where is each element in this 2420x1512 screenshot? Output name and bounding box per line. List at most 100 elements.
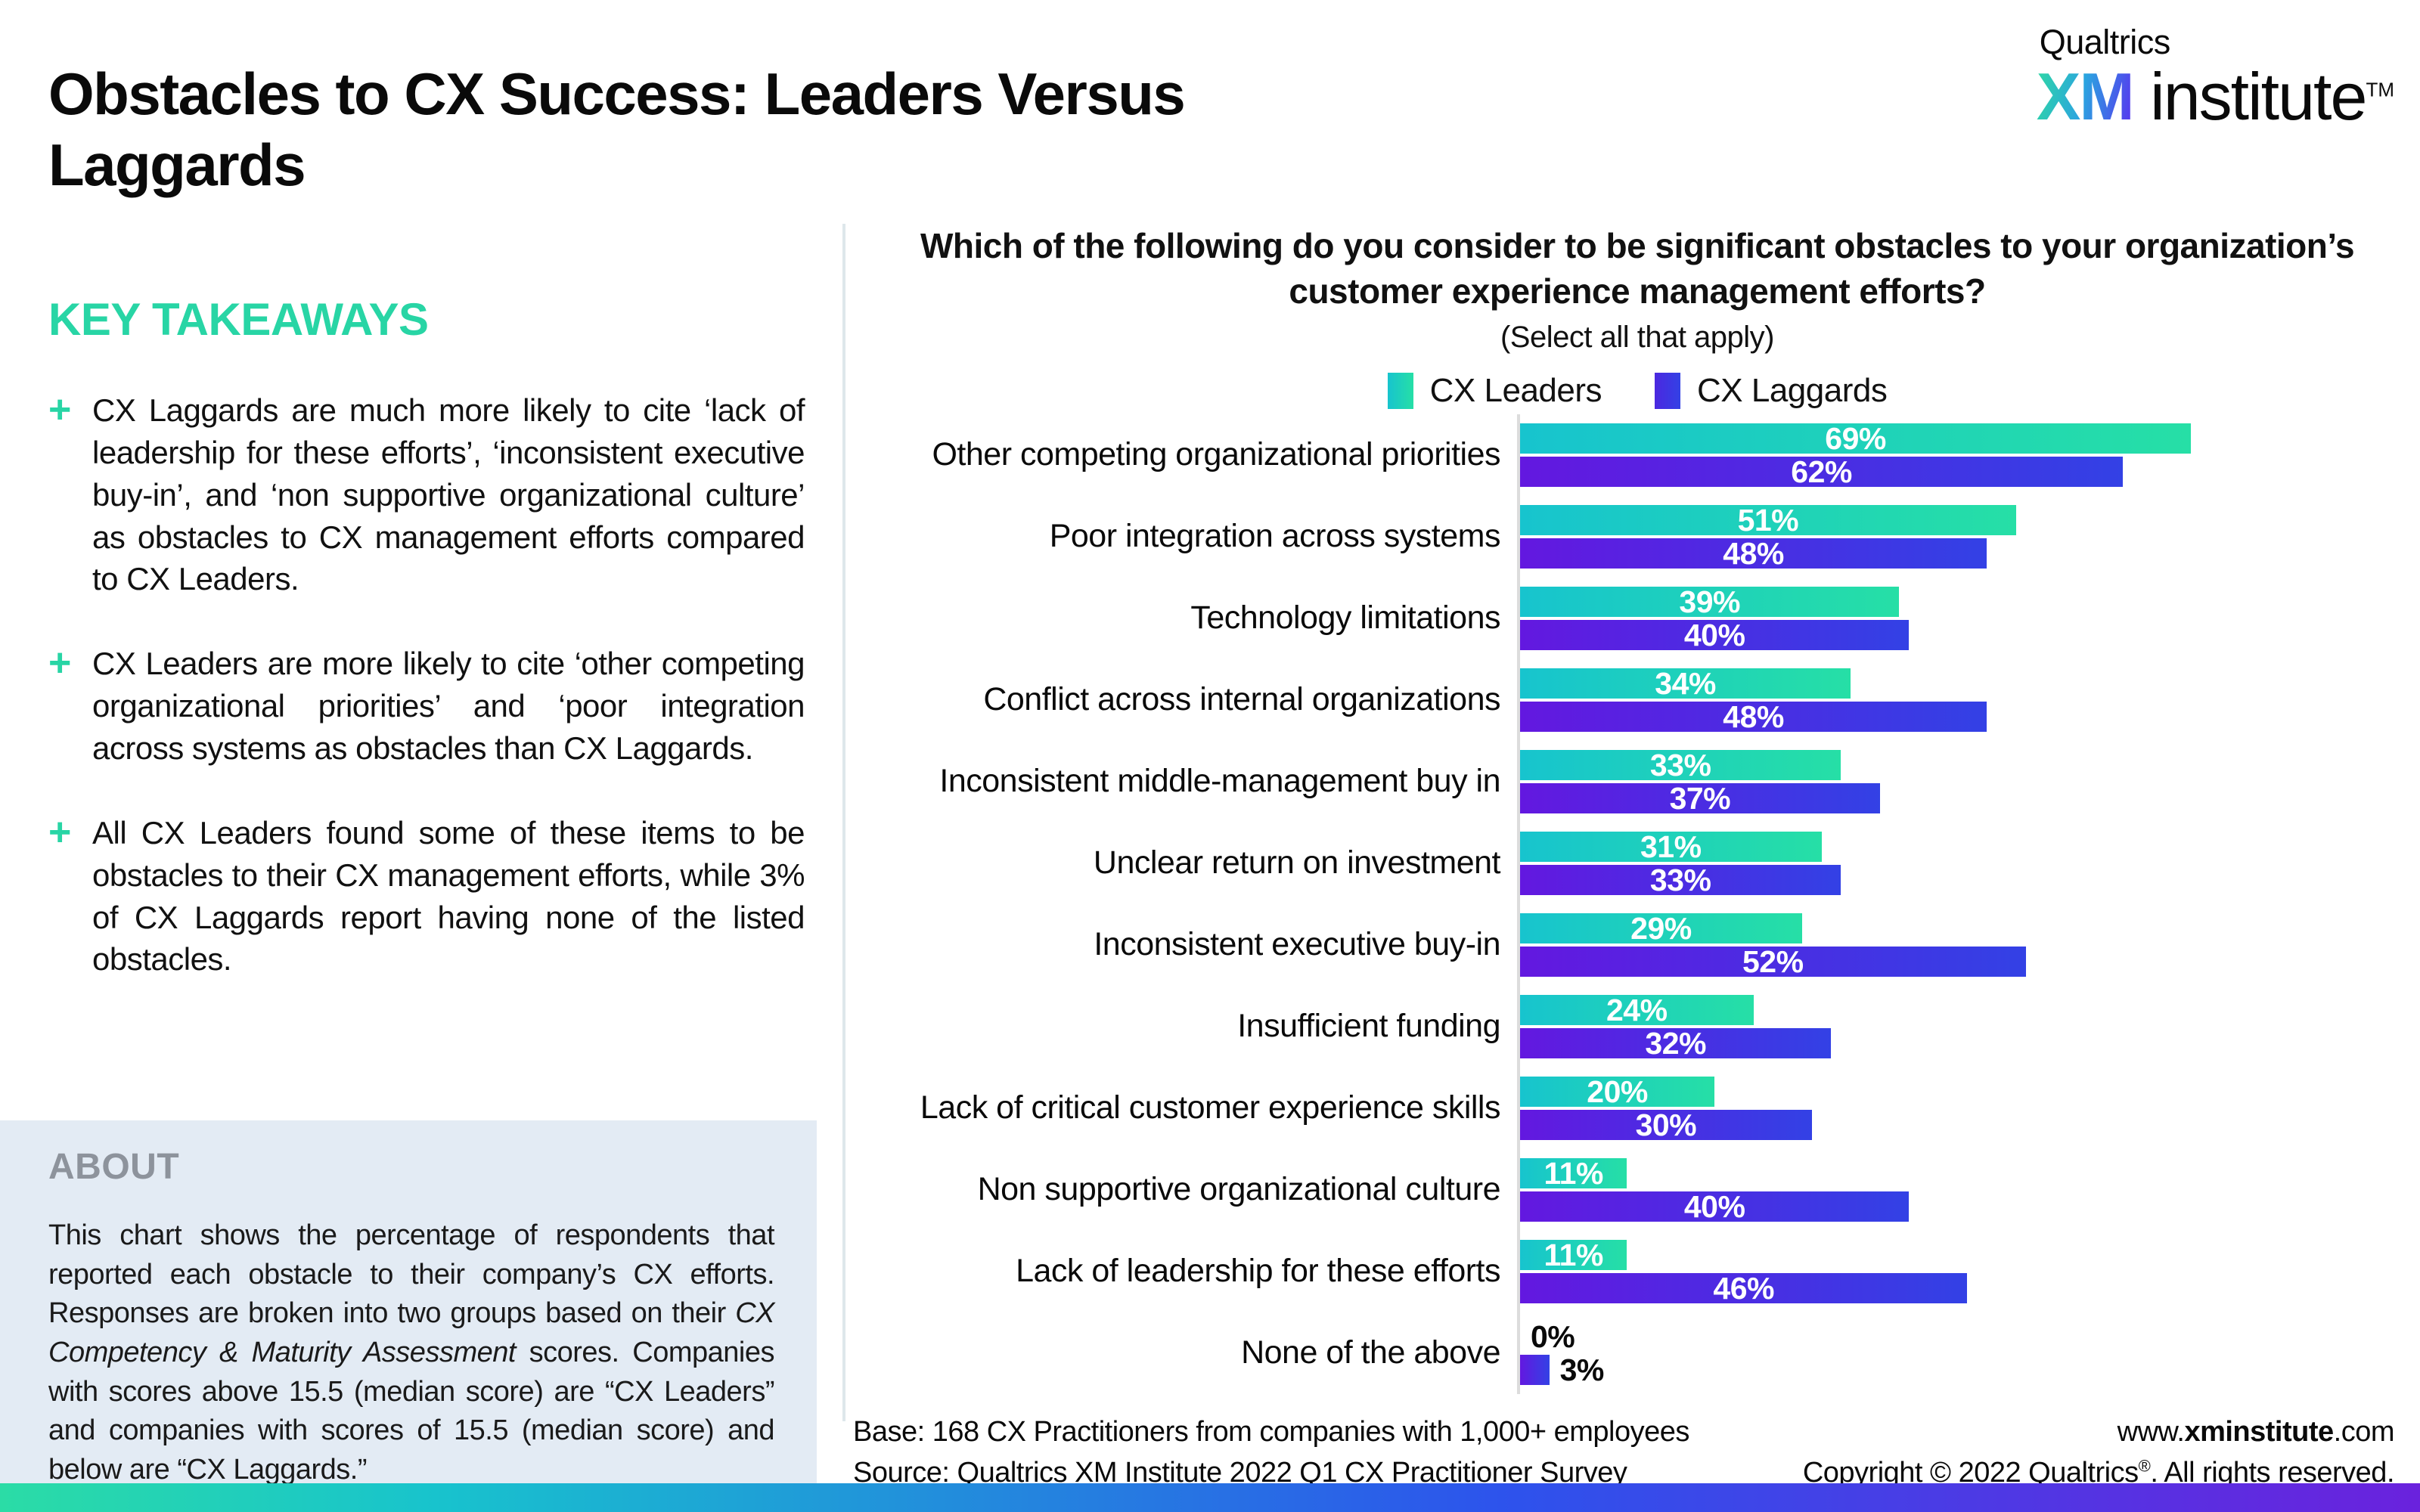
bar-line-laggards: 40% bbox=[1520, 1188, 2405, 1224]
chart-row: Technology limitations 39% 40% bbox=[870, 578, 2405, 659]
category-label: Lack of critical customer experience ski… bbox=[920, 1089, 1501, 1126]
bar-line-laggards: 48% bbox=[1520, 699, 2405, 734]
category-label: None of the above bbox=[1241, 1334, 1500, 1371]
bar-line-leaders: 11% bbox=[1520, 1238, 2405, 1272]
bar-line-leaders: 0% bbox=[1520, 1318, 2405, 1354]
bar-line-leaders: 33% bbox=[1520, 747, 2405, 782]
bottom-gradient-bar bbox=[0, 1483, 2420, 1512]
value-label: 33% bbox=[1649, 747, 1711, 782]
legend-label: CX Laggards bbox=[1697, 372, 1888, 409]
chart-row: Lack of critical customer experience ski… bbox=[870, 1067, 2405, 1149]
chart-row: Inconsistent middle-management buy in 33%… bbox=[870, 741, 2405, 823]
about-text-before: This chart shows the percentage of respo… bbox=[48, 1219, 775, 1330]
value-label: 34% bbox=[1655, 665, 1716, 701]
chart-subtitle: (Select all that apply) bbox=[1500, 321, 1775, 354]
bar-pair: 51% 48% bbox=[1517, 496, 2405, 578]
bar-leaders: 31% bbox=[1520, 829, 1822, 864]
bar-line-laggards: 46% bbox=[1520, 1270, 2405, 1306]
category-label: Unclear return on investment bbox=[1093, 844, 1501, 881]
bar-line-leaders: 69% bbox=[1520, 420, 2405, 456]
chart-row: Other competing organizational prioritie… bbox=[870, 414, 2405, 496]
bar-pair: 39% 40% bbox=[1517, 578, 2405, 659]
bar-line-leaders: 34% bbox=[1520, 665, 2405, 701]
bar-laggards: 33% bbox=[1520, 862, 1841, 897]
value-label: 46% bbox=[1713, 1270, 1774, 1306]
plus-bullet-icon: + bbox=[48, 810, 72, 854]
bar-laggards: 48% bbox=[1520, 535, 1987, 571]
chart-row: Lack of leadership for these efforts 11% 4… bbox=[870, 1231, 2405, 1312]
bar-leaders: 51% bbox=[1520, 503, 2016, 538]
logo-xm-gradient-text: XM bbox=[2036, 59, 2135, 134]
value-label: 52% bbox=[1742, 943, 1804, 979]
chart-row: Insufficient funding 24% 32% bbox=[870, 986, 2405, 1067]
bar-pair: 29% 52% bbox=[1517, 904, 2405, 986]
category-label: Inconsistent executive buy-in bbox=[1094, 926, 1500, 963]
value-label: 32% bbox=[1645, 1025, 1706, 1061]
key-takeaways-heading: KEY TAKEAWAYS bbox=[48, 294, 429, 345]
value-label: 48% bbox=[1723, 535, 1784, 571]
bar-laggards: 40% bbox=[1520, 617, 1910, 652]
bar-pair: 34% 48% bbox=[1517, 659, 2405, 741]
value-label: 29% bbox=[1630, 910, 1692, 946]
category-label: Technology limitations bbox=[1190, 600, 1500, 637]
value-label: 69% bbox=[1825, 420, 1886, 456]
value-label: 24% bbox=[1606, 992, 1668, 1027]
bar-line-leaders: 20% bbox=[1520, 1074, 2405, 1109]
takeaway-item: + All CX Leaders found some of these ite… bbox=[48, 812, 805, 981]
bar-line-leaders: 24% bbox=[1520, 992, 2405, 1027]
value-label: 33% bbox=[1649, 862, 1711, 897]
legend-item-cx-laggards: CX Laggards bbox=[1655, 372, 1888, 410]
bar-line-laggards: 3% bbox=[1520, 1352, 2405, 1387]
bar-leaders: 11% bbox=[1520, 1238, 1627, 1272]
bar-leaders: 69% bbox=[1520, 420, 2192, 456]
chart-row: None of the above 0% 3% bbox=[870, 1312, 2405, 1394]
takeaway-text: All CX Leaders found some of these items… bbox=[92, 814, 805, 978]
category-label: Other competing organizational prioritie… bbox=[932, 436, 1500, 473]
bar-laggards bbox=[1520, 1355, 1550, 1385]
qualtrics-xm-institute-logo: Qualtrics XM instituteTM bbox=[2037, 23, 2394, 132]
bar-line-laggards: 33% bbox=[1520, 862, 2405, 897]
bar-line-leaders: 31% bbox=[1520, 829, 2405, 864]
bar-laggards: 52% bbox=[1520, 943, 2026, 979]
value-label: 62% bbox=[1791, 454, 1852, 489]
bar-pair: 11% 40% bbox=[1517, 1149, 2405, 1231]
bar-line-laggards: 32% bbox=[1520, 1025, 2405, 1061]
bar-line-leaders: 29% bbox=[1520, 911, 2405, 946]
page-title: Obstacles to CX Success: Leaders Versus … bbox=[48, 60, 1186, 198]
bar-pair: 20% 30% bbox=[1517, 1067, 2405, 1149]
bar-line-laggards: 52% bbox=[1520, 943, 2405, 979]
bar-line-leaders: 39% bbox=[1520, 584, 2405, 619]
cx-leaders-swatch-icon bbox=[1387, 373, 1413, 409]
value-label: 0% bbox=[1531, 1318, 1575, 1354]
logo-company-name: Qualtrics bbox=[2039, 23, 2171, 61]
value-label: 40% bbox=[1683, 617, 1745, 652]
key-takeaways-section: KEY TAKEAWAYS + CX Laggards are much mor… bbox=[48, 293, 805, 1023]
bar-leaders: 20% bbox=[1520, 1074, 1715, 1109]
bar-line-laggards: 62% bbox=[1520, 454, 2405, 489]
footer-base-line: Base: 168 CX Practitioners from companie… bbox=[853, 1416, 1689, 1448]
value-label: 40% bbox=[1683, 1188, 1745, 1224]
bar-leaders: 33% bbox=[1520, 747, 1841, 782]
bar-leaders: 29% bbox=[1520, 911, 1802, 946]
value-label: 31% bbox=[1640, 829, 1702, 864]
takeaway-item: + CX Laggards are much more likely to ci… bbox=[48, 389, 805, 600]
value-label: 48% bbox=[1723, 699, 1784, 734]
bar-line-laggards: 48% bbox=[1520, 535, 2405, 571]
footer-website: www.xminstitute.com bbox=[2117, 1416, 2395, 1448]
logo-institute-text: institute bbox=[2150, 59, 2367, 134]
bar-pair: 24% 32% bbox=[1517, 986, 2405, 1067]
value-label: 3% bbox=[1559, 1352, 1605, 1387]
chart-question-title: Which of the following do you consider t… bbox=[920, 226, 2355, 311]
takeaway-item: + CX Leaders are more likely to cite ‘ot… bbox=[48, 643, 805, 770]
bar-laggards: 32% bbox=[1520, 1025, 1832, 1061]
category-label: Conflict across internal organizations bbox=[983, 681, 1500, 718]
chart-row: Inconsistent executive buy-in 29% 52% bbox=[870, 904, 2405, 986]
footer-source-line: Source: Qualtrics XM Institute 2022 Q1 C… bbox=[853, 1456, 1627, 1489]
bar-pair: 11% 46% bbox=[1517, 1231, 2405, 1312]
footer-site-copyright: www.xminstitute.com Copyright © 2022 Qua… bbox=[1803, 1412, 2395, 1494]
bar-pair: 33% 37% bbox=[1517, 741, 2405, 823]
bar-laggards: 40% bbox=[1520, 1188, 1910, 1224]
category-label: Insufficient funding bbox=[1237, 1008, 1500, 1045]
bar-laggards: 48% bbox=[1520, 699, 1987, 734]
